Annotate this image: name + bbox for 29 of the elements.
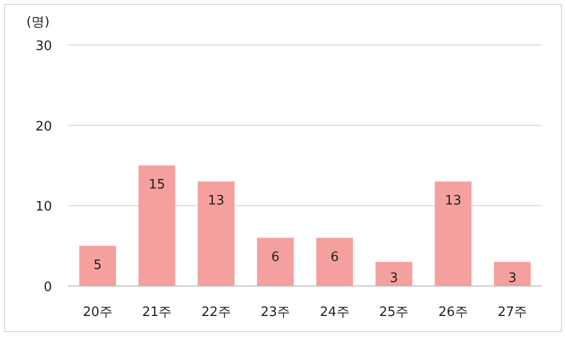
data-label: 3 bbox=[508, 271, 517, 286]
x-tick-label: 26주 bbox=[438, 305, 468, 320]
x-tick-label: 22주 bbox=[201, 305, 231, 320]
x-tick-label: 27주 bbox=[498, 305, 528, 320]
bar bbox=[376, 262, 412, 286]
data-label: 3 bbox=[390, 271, 398, 286]
x-tick-label: 21주 bbox=[142, 305, 172, 320]
y-tick-label: 20 bbox=[35, 119, 52, 134]
x-tick-label: 24주 bbox=[320, 305, 350, 320]
x-tick-label: 23주 bbox=[260, 305, 290, 320]
bar bbox=[257, 238, 294, 286]
data-label: 13 bbox=[208, 194, 224, 209]
bar bbox=[434, 182, 472, 286]
bar bbox=[138, 166, 176, 286]
data-label: 15 bbox=[148, 178, 166, 192]
bar bbox=[316, 238, 353, 286]
data-label: 13 bbox=[444, 194, 462, 209]
bar bbox=[198, 182, 234, 286]
data-label: 6 bbox=[330, 250, 339, 265]
y-tick-label: 30 bbox=[35, 39, 52, 54]
y-axis-title: (명) bbox=[26, 15, 50, 30]
y-tick-label: 0 bbox=[44, 280, 52, 295]
x-tick-label: 20주 bbox=[82, 305, 112, 320]
data-label: 5 bbox=[93, 258, 102, 273]
y-tick-label: 10 bbox=[35, 200, 52, 215]
bar bbox=[494, 262, 531, 286]
x-tick-label: 25주 bbox=[379, 305, 409, 320]
data-label: 6 bbox=[271, 250, 280, 265]
bar bbox=[79, 246, 116, 286]
